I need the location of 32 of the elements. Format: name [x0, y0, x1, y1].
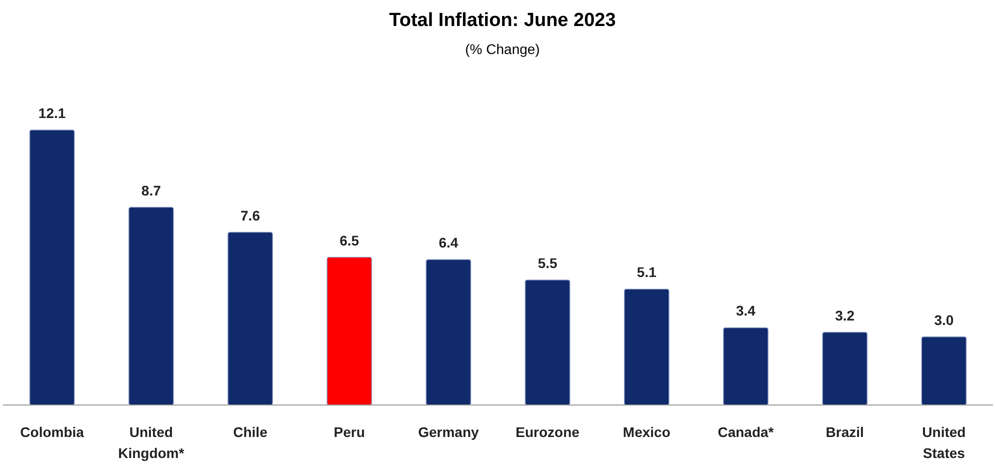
- data-label: 3.0: [934, 312, 954, 328]
- data-label: 8.7: [141, 182, 162, 198]
- bar: [128, 206, 174, 406]
- data-label: 5.1: [636, 264, 657, 280]
- bar: [822, 332, 868, 406]
- data-label: 3.4: [736, 302, 756, 319]
- bar: [29, 130, 75, 406]
- data-label: 7.6: [240, 207, 260, 224]
- x-tick-label: Peru: [334, 424, 365, 440]
- x-tick-label: Chile: [233, 424, 268, 440]
- x-tick-label: Mexico: [622, 424, 670, 440]
- data-label: 6.4: [438, 234, 458, 251]
- x-tick-label: Eurozone: [516, 424, 580, 440]
- bar: [524, 280, 570, 406]
- bar: [723, 327, 768, 406]
- bar: [326, 256, 372, 406]
- bar: [426, 259, 472, 406]
- x-tick-label: United Kingdom*: [118, 424, 185, 461]
- chart-subtitle: (% Change): [465, 41, 540, 57]
- x-tick-label: United States: [922, 424, 966, 461]
- bar: [624, 288, 670, 406]
- data-label: 6.5: [340, 232, 360, 248]
- chart-title: Total Inflation: June 2023: [389, 10, 616, 31]
- x-tick-label: Colombia: [20, 424, 84, 440]
- data-label: 3.2: [835, 307, 855, 324]
- bar: [228, 232, 273, 406]
- x-tick-label: Germany: [418, 424, 480, 440]
- data-label: 12.1: [38, 105, 66, 121]
- bar: [921, 336, 967, 406]
- x-tick-label: Canada*: [718, 424, 774, 440]
- data-label: 5.5: [538, 255, 558, 271]
- x-tick-label: Brazil: [826, 424, 864, 440]
